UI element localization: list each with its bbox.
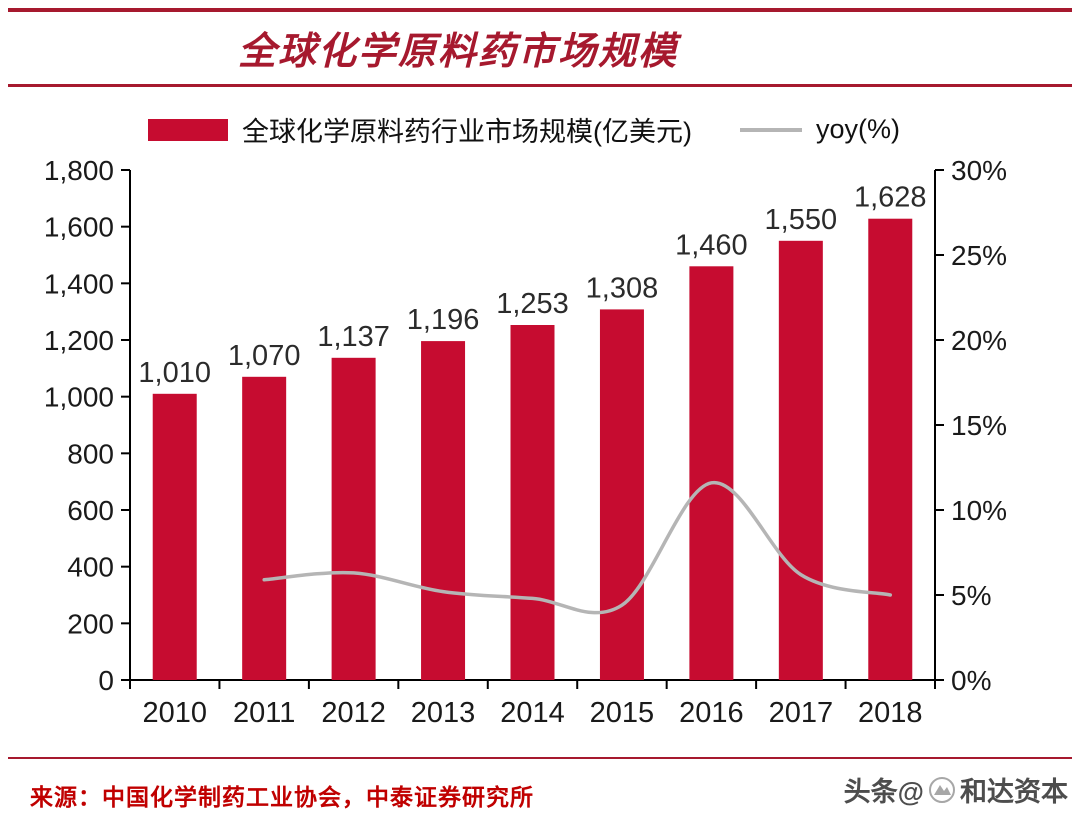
right-axis-tick-label: 5% (951, 580, 991, 611)
bar-series-swatch (148, 118, 228, 141)
bar-series (152, 218, 913, 681)
bar-series-legend-label: 全球化学原料药行业市场规模(亿美元) (242, 117, 692, 147)
bar-2013 (421, 341, 466, 680)
right-axis: 0% 5% 10% 15% 20% 25% 30% (935, 155, 1007, 696)
left-axis-tick-label: 1,800 (44, 155, 114, 186)
x-axis-category-label: 2012 (321, 697, 386, 729)
x-axis-category-label: 2011 (233, 697, 295, 729)
bar-value-label-2011: 1,070 (228, 340, 301, 372)
top-rule (8, 8, 1072, 12)
x-axis-category-label: 2013 (411, 697, 476, 729)
bar-2014 (510, 325, 555, 680)
bar-2016 (689, 266, 734, 680)
left-axis-tick-label: 200 (67, 608, 114, 639)
watermark: 头条@ 和达资本 (844, 770, 1068, 809)
x-axis: 2010 2011 2012 2013 2014 2015 2016 2017 2018 (129, 680, 936, 729)
bar-value-label-2017: 1,550 (765, 204, 838, 236)
page-title: 全球化学原料药市场规模 (237, 31, 678, 73)
bar-line-chart: 0 200 400 600 800 1,000 1,200 1,400 1,600 1,800 0%… (0, 150, 1080, 750)
title-underline-rule (8, 84, 1072, 87)
bar-value-labels: 1,010 1,070 1,137 1,196 1,253 1,308 1,460 1,550… (138, 182, 926, 389)
bar-value-label-2014: 1,253 (496, 288, 569, 320)
bar-2018 (868, 218, 913, 680)
bar-value-label-2015: 1,308 (586, 272, 659, 304)
heda-capital-logo-icon (928, 776, 956, 804)
right-axis-tick-label: 10% (951, 495, 1007, 526)
bar-value-label-2010: 1,010 (138, 357, 211, 389)
bar-2012 (331, 357, 376, 680)
footer-rule (8, 757, 1072, 759)
bar-value-label-2013: 1,196 (407, 304, 480, 336)
bar-value-label-2016: 1,460 (675, 229, 748, 261)
x-axis-category-label: 2014 (500, 697, 565, 729)
bar-value-label-2012: 1,137 (317, 321, 390, 353)
left-axis-tick-label: 0 (98, 665, 114, 696)
left-axis-tick-label: 1,200 (44, 325, 114, 356)
bar-value-label-2018: 1,628 (854, 182, 927, 214)
right-axis-tick-label: 20% (951, 325, 1007, 356)
bar-2015 (599, 309, 644, 680)
line-series-legend-label: yoy(%) (815, 114, 900, 144)
x-axis-category-label: 2017 (769, 697, 834, 729)
watermark-prefix: 头条@ (843, 777, 924, 807)
x-axis-category-label: 2015 (590, 697, 655, 729)
left-axis-tick-label: 1,000 (44, 382, 114, 413)
x-axis-category-label: 2018 (858, 697, 923, 729)
right-axis-tick-label: 25% (951, 240, 1007, 271)
left-axis: 0 200 400 600 800 1,000 1,200 1,400 1,600 1,800 (44, 155, 130, 696)
bar-2011 (242, 376, 287, 680)
left-axis-tick-label: 1,600 (44, 212, 114, 243)
source-text: 来源：中国化学制药工业协会，中泰证券研究所 (30, 784, 534, 810)
right-axis-tick-label: 15% (951, 410, 1007, 441)
right-axis-tick-label: 0% (951, 665, 991, 696)
x-axis-category-label: 2016 (679, 697, 744, 729)
right-axis-tick-label: 30% (951, 155, 1007, 186)
yoy-line (262, 481, 893, 615)
bar-2017 (778, 240, 823, 681)
chart-canvas: 0 200 400 600 800 1,000 1,200 1,400 1,600 1,800 0%… (44, 155, 1007, 729)
left-axis-tick-label: 1,400 (44, 268, 114, 299)
chart-legend: 全球化学原料药行业市场规模(亿美元) yoy(%) (148, 110, 900, 149)
bar-2010 (152, 393, 197, 680)
line-series-swatch (739, 127, 802, 132)
left-axis-tick-label: 600 (67, 495, 114, 526)
left-axis-tick-label: 800 (67, 438, 114, 469)
x-axis-category-label: 2010 (142, 697, 207, 729)
watermark-name: 和达资本 (960, 777, 1068, 807)
left-axis-tick-label: 400 (67, 552, 114, 583)
